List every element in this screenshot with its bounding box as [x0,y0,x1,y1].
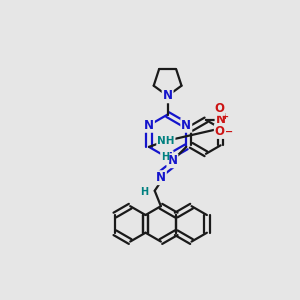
Text: N: N [167,154,177,167]
Text: N: N [163,151,172,164]
Text: N: N [156,171,166,184]
Text: −: − [225,127,233,136]
Text: NH: NH [157,136,175,146]
Text: O: O [215,125,225,138]
Text: H: H [140,187,148,196]
Text: N: N [163,89,172,102]
Text: N: N [181,119,191,132]
Text: O: O [215,102,225,115]
Text: +: + [221,112,228,121]
Text: H: H [161,152,169,162]
Text: N: N [215,113,226,126]
Text: N: N [144,119,154,132]
